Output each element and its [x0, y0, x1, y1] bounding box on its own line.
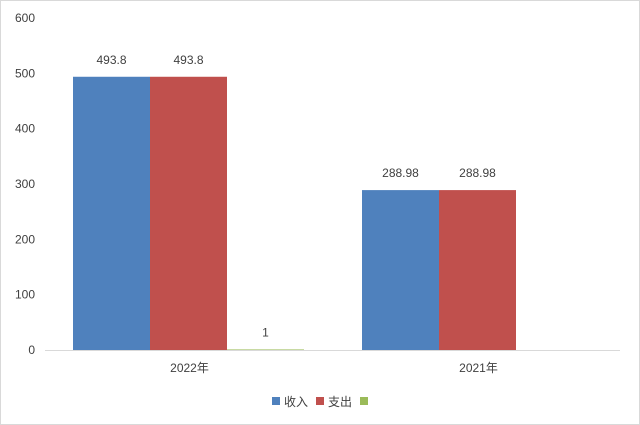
- data-label: 493.8: [173, 53, 203, 67]
- x-tick-label: 2021年: [459, 361, 498, 375]
- bar: [362, 190, 439, 350]
- bar: [150, 76, 227, 350]
- legend-swatch: [316, 397, 324, 405]
- x-axis: 2022年 2021年: [45, 350, 620, 375]
- legend-item: 收入: [271, 393, 308, 410]
- y-tick-label: 500: [15, 66, 35, 80]
- legend-label: 支出: [328, 394, 353, 409]
- bar: [73, 76, 150, 350]
- data-label: 288.98: [382, 166, 419, 180]
- y-tick-label: 100: [15, 288, 35, 302]
- data-label: 1: [262, 325, 269, 339]
- legend-item: 支出: [316, 393, 352, 410]
- data-label: 493.8: [96, 53, 126, 67]
- data-labels: 493.8 493.8 1 288.98 288.98: [96, 53, 496, 340]
- legend-swatch: [360, 397, 369, 405]
- y-tick-label: 0: [28, 343, 35, 357]
- y-tick-label: 200: [15, 232, 35, 246]
- legend: 收入 支出: [0, 392, 640, 410]
- y-axis: 0 100 200 300 400 500 600: [15, 11, 35, 357]
- y-tick-label: 400: [15, 122, 35, 136]
- bars: [73, 76, 516, 350]
- bar: [227, 349, 304, 350]
- bar: [439, 190, 516, 350]
- y-tick-label: 300: [15, 177, 35, 191]
- legend-label: 收入: [283, 394, 308, 409]
- data-label: 288.98: [459, 166, 496, 180]
- legend-swatch: [271, 397, 280, 405]
- x-tick-label: 2022年: [170, 361, 209, 375]
- legend-item: [360, 397, 369, 405]
- y-tick-label: 600: [15, 11, 35, 25]
